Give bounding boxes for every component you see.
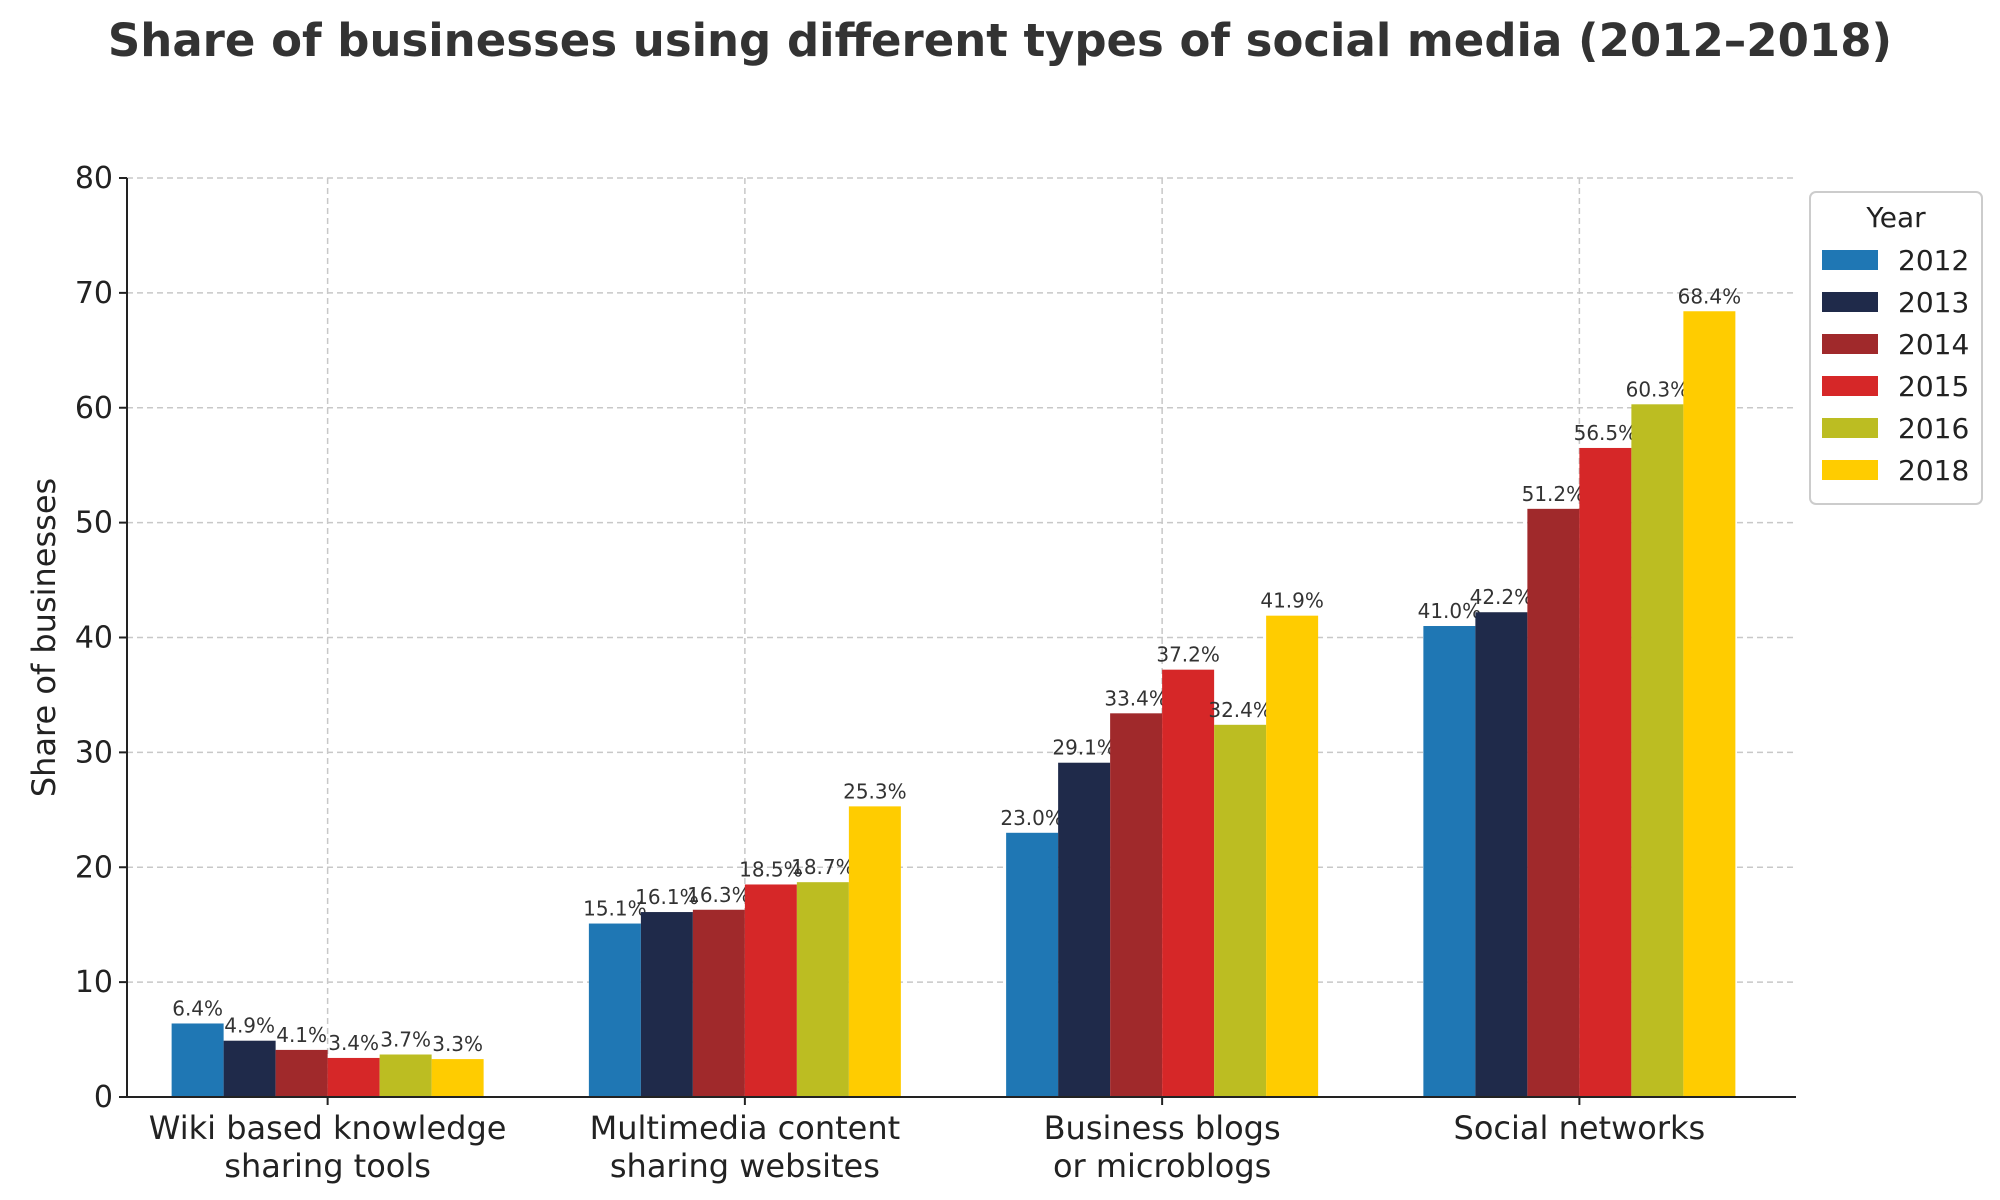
legend-label-2012: 2012 <box>1898 244 1969 277</box>
bar-2018-3 <box>1683 311 1736 1097</box>
data-label: 33.4% <box>1104 686 1168 710</box>
data-label: 32.4% <box>1208 698 1272 722</box>
data-label: 41.0% <box>1418 599 1482 623</box>
legend-swatch-2012 <box>1822 250 1878 270</box>
bar-2016-3 <box>1631 404 1684 1098</box>
y-axis-label: Share of businesses <box>25 478 63 797</box>
x-tick-label: or microblogs <box>1053 1147 1271 1185</box>
data-label: 41.9% <box>1260 589 1324 613</box>
y-tick-label: 0 <box>94 1080 113 1115</box>
bar-2016-2 <box>1214 724 1267 1097</box>
bar-2015-3 <box>1579 447 1632 1097</box>
x-tick-label: Business blogs <box>1044 1109 1281 1147</box>
data-label: 3.4% <box>328 1031 379 1055</box>
data-label: 25.3% <box>843 779 907 803</box>
bar-2013-2 <box>1058 762 1111 1097</box>
y-tick-label: 30 <box>75 735 113 770</box>
x-tick-label: Multimedia content <box>590 1109 901 1147</box>
bar-2016-0 <box>379 1054 432 1097</box>
data-label: 37.2% <box>1156 643 1220 667</box>
legend-label-2018: 2018 <box>1898 454 1969 487</box>
bar-2018-2 <box>1266 615 1319 1097</box>
legend-label-2016: 2016 <box>1898 412 1969 445</box>
y-tick-label: 10 <box>75 965 113 1000</box>
bar-2013-1 <box>640 912 693 1097</box>
y-tick-label: 20 <box>75 850 113 885</box>
y-tick-label: 70 <box>75 276 113 311</box>
bar-2014-2 <box>1110 713 1163 1097</box>
data-label: 3.7% <box>380 1027 431 1051</box>
legend-swatch-2015 <box>1822 376 1878 396</box>
bar-2018-0 <box>431 1059 484 1097</box>
legend-swatch-2014 <box>1822 334 1878 354</box>
bar-2014-3 <box>1527 508 1580 1098</box>
bar-2012-3 <box>1423 626 1476 1097</box>
legend-swatch-2016 <box>1822 418 1878 438</box>
data-label: 18.5% <box>739 857 803 881</box>
bar-2015-1 <box>744 884 797 1097</box>
bar-2018-1 <box>848 806 901 1097</box>
data-label: 42.2% <box>1470 585 1534 609</box>
data-label: 15.1% <box>583 897 647 921</box>
y-tick-label: 40 <box>75 621 113 656</box>
chart-title: Share of businesses using different type… <box>107 14 1893 67</box>
bar-2015-0 <box>327 1057 380 1097</box>
data-label: 4.1% <box>276 1023 327 1047</box>
bar-2012-0 <box>171 1023 224 1097</box>
data-label: 29.1% <box>1052 736 1116 760</box>
y-tick-label: 60 <box>75 391 113 426</box>
y-tick-label: 50 <box>75 506 113 541</box>
data-label: 60.3% <box>1626 377 1690 401</box>
y-tick-label: 80 <box>75 161 113 196</box>
x-tick-label: sharing websites <box>610 1147 880 1185</box>
legend-label-2015: 2015 <box>1898 370 1969 403</box>
bar-2014-1 <box>692 909 745 1097</box>
data-label: 68.4% <box>1678 284 1742 308</box>
legend-swatch-2018 <box>1822 460 1878 480</box>
bar-2014-0 <box>275 1049 328 1097</box>
data-label: 18.7% <box>791 855 855 879</box>
bar-2013-0 <box>223 1040 276 1097</box>
bar-2016-1 <box>796 882 849 1097</box>
data-label: 56.5% <box>1574 421 1638 445</box>
bar-2013-3 <box>1475 612 1528 1097</box>
data-label: 16.1% <box>635 885 699 909</box>
data-label: 51.2% <box>1522 482 1586 506</box>
legend-label-2013: 2013 <box>1898 286 1969 319</box>
bar-2015-2 <box>1162 669 1215 1097</box>
legend-label-2014: 2014 <box>1898 328 1969 361</box>
bar-2012-1 <box>588 923 641 1097</box>
data-label: 23.0% <box>1000 806 1064 830</box>
x-tick-label: Social networks <box>1454 1109 1706 1147</box>
data-label: 4.9% <box>224 1014 275 1038</box>
x-tick-label: Wiki based knowledge <box>149 1109 507 1147</box>
bar-2012-2 <box>1006 832 1059 1097</box>
x-tick-label: sharing tools <box>224 1147 431 1185</box>
data-label: 6.4% <box>172 996 223 1020</box>
data-label: 16.3% <box>687 883 751 907</box>
legend-swatch-2013 <box>1822 292 1878 312</box>
legend-title: Year <box>1865 201 1926 234</box>
data-label: 3.3% <box>432 1032 483 1056</box>
